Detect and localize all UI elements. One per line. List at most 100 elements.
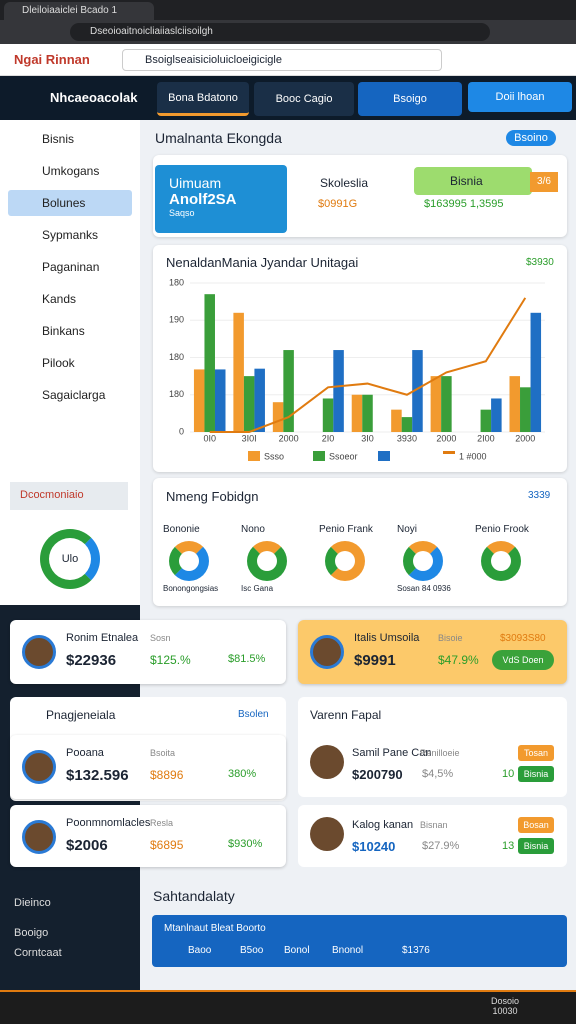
footer-item: $1376 <box>402 945 430 956</box>
main-title: Umalnanta Ekongda <box>155 130 282 146</box>
avatar <box>310 745 344 779</box>
nav-button[interactable]: Booc Cagio <box>254 82 354 116</box>
sidebar-item[interactable]: Bisnis <box>42 132 75 146</box>
legend-label: Ssoeor <box>329 451 358 461</box>
bar <box>351 394 363 432</box>
x-tick-label: 3I0I <box>242 433 257 443</box>
footer-title: Sahtandalaty <box>153 888 235 904</box>
avatar <box>22 820 56 854</box>
donut-corner: 3339 <box>528 490 551 501</box>
card-value: $9991 <box>354 652 396 669</box>
donut-caption: Isc Gana <box>241 584 274 593</box>
taskbar-time: Dosoio 10030 <box>490 996 519 1016</box>
footer-item: B5oo <box>240 945 264 956</box>
address-bar: Dseoioaitnoicliaiiaslciisoilgh <box>70 23 490 41</box>
tab: Dleiloiaaiclei Bcado 1 <box>4 2 154 20</box>
card-tag: Bisnan <box>420 820 448 830</box>
section-title: Varenn Fapal <box>310 708 382 722</box>
donut-name: Bononie <box>163 524 200 535</box>
footer-item: Bnonol <box>332 945 364 956</box>
card-button[interactable]: VdS Doen <box>492 650 554 670</box>
card-name: Kalog kanan <box>352 819 414 831</box>
site-name: Ngai Rinnan <box>14 52 90 67</box>
donut-icon <box>325 541 365 581</box>
bar <box>214 369 226 432</box>
card-value: $10240 <box>352 839 396 854</box>
x-tick-label: 3930 <box>397 433 417 443</box>
donut-icon <box>481 541 521 581</box>
sidebar-section: Dcocmoniaio <box>10 482 128 510</box>
sidebar-item[interactable]: Bolunes <box>8 190 132 216</box>
sidebar-donut: Ulo <box>40 529 100 589</box>
card-value: $22936 <box>66 652 117 669</box>
nav-button[interactable]: Bsoigo <box>358 82 462 116</box>
stat-badge: Bisnia <box>414 167 532 195</box>
card-a: $47.9% <box>438 653 479 667</box>
sidebar-item[interactable]: Sypmanks <box>42 228 99 242</box>
bar <box>520 387 531 432</box>
stat-summary: $163995 1,3595 <box>424 198 504 210</box>
donut-name: Noyi <box>397 524 418 535</box>
section-title: Pnagjeneiala <box>46 708 116 722</box>
footer-item: Baoo <box>188 945 212 956</box>
legend-swatch <box>248 451 260 461</box>
x-tick-label: 3I0 <box>361 433 374 443</box>
bar <box>193 369 205 432</box>
card-badge[interactable]: Tosan <box>518 745 554 761</box>
sidebar-item[interactable]: Paganinan <box>42 260 100 274</box>
hero-line: Anolf2SA <box>169 191 237 208</box>
legend-swatch <box>313 451 325 461</box>
donut-name: Penio Frank <box>319 524 373 535</box>
sidebar-item[interactable]: Kands <box>42 292 77 306</box>
sidebar-item[interactable]: Sagaiclarga <box>42 388 106 402</box>
bar <box>401 417 413 432</box>
bar <box>491 398 502 432</box>
card <box>10 805 286 867</box>
card-tag: Renilloeie <box>420 748 460 758</box>
card-a: $6895 <box>150 838 184 852</box>
bar <box>204 294 215 432</box>
avatar <box>310 817 344 851</box>
card-badge[interactable]: Bisnia <box>518 838 554 854</box>
donut-caption: Sosan 84 0936 <box>397 584 451 593</box>
x-tick-label: 0I0 <box>203 433 216 443</box>
nav-button[interactable]: Doii lhoan <box>468 82 572 112</box>
main-button[interactable]: Bsoino <box>506 130 556 146</box>
donut-title: Nmeng Fobidgn <box>166 489 259 504</box>
donut-caption: Bonongongsias <box>163 584 219 593</box>
y-tick-label: 180 <box>169 389 184 399</box>
donut-name: Nono <box>241 524 265 535</box>
card-a: $8896 <box>150 768 184 782</box>
card <box>10 620 286 684</box>
sidebar-bottom-item: Dieinco <box>14 897 51 909</box>
trend-line <box>209 297 527 433</box>
stat-label: Skoleslia <box>320 176 369 190</box>
card-badge[interactable]: Bosan <box>518 817 554 833</box>
donut-icon <box>247 541 287 581</box>
card-name: Samil Pane Can <box>352 747 432 759</box>
card-tag: Bsoita <box>150 748 176 758</box>
bar <box>412 350 423 432</box>
donut-icon <box>169 541 209 581</box>
footer-item: Bonol <box>284 945 310 956</box>
legend-label: 1 #000 <box>459 451 487 461</box>
card-top: $3093S80 <box>500 633 546 644</box>
sidebar-item[interactable]: Pilook <box>42 356 75 370</box>
card-badge[interactable]: Bisnia <box>518 766 554 782</box>
nav-button[interactable]: Bona Bdatono <box>157 82 249 116</box>
sidebar-item[interactable]: Umkogans <box>42 164 100 178</box>
legend-swatch <box>443 451 455 454</box>
card-name: Italis Umsoila <box>354 632 420 644</box>
sidebar-bottom: Dieinco Booigo Corntcaat <box>14 888 62 968</box>
avatar <box>310 635 344 669</box>
bar <box>441 376 452 432</box>
card-n: 13 <box>502 840 515 852</box>
hero-line: Saqso <box>169 208 195 218</box>
card-value: $200790 <box>352 767 403 782</box>
sidebar-item[interactable]: Binkans <box>42 324 85 338</box>
url-field: Bsoiglseaisicioluicloeigicigle <box>122 49 442 71</box>
card-b: $81.5% <box>228 653 266 665</box>
bar <box>233 312 244 432</box>
y-tick-label: 190 <box>169 315 184 325</box>
